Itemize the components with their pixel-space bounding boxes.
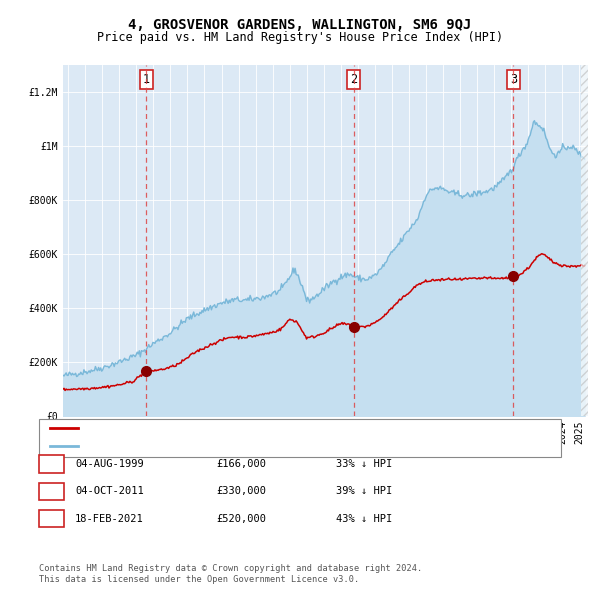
Text: £330,000: £330,000 [216,487,266,496]
Text: 3: 3 [510,73,517,86]
Text: HPI: Average price, detached house, Sutton: HPI: Average price, detached house, Sutt… [84,441,336,451]
Text: £166,000: £166,000 [216,460,266,469]
Text: 1: 1 [143,73,150,86]
Text: 39% ↓ HPI: 39% ↓ HPI [336,487,392,496]
Text: 3: 3 [48,512,55,525]
Text: 18-FEB-2021: 18-FEB-2021 [75,514,144,523]
Text: 2: 2 [350,73,357,86]
Text: 1: 1 [48,458,55,471]
Text: £520,000: £520,000 [216,514,266,523]
Text: 04-AUG-1999: 04-AUG-1999 [75,460,144,469]
Text: 4, GROSVENOR GARDENS, WALLINGTON, SM6 9QJ: 4, GROSVENOR GARDENS, WALLINGTON, SM6 9Q… [128,18,472,32]
Text: 2: 2 [48,485,55,498]
Text: This data is licensed under the Open Government Licence v3.0.: This data is licensed under the Open Gov… [39,575,359,584]
Text: 04-OCT-2011: 04-OCT-2011 [75,487,144,496]
Text: 33% ↓ HPI: 33% ↓ HPI [336,460,392,469]
Text: Price paid vs. HM Land Registry's House Price Index (HPI): Price paid vs. HM Land Registry's House … [97,31,503,44]
Text: 43% ↓ HPI: 43% ↓ HPI [336,514,392,523]
Text: 4, GROSVENOR GARDENS, WALLINGTON, SM6 9QJ (detached house): 4, GROSVENOR GARDENS, WALLINGTON, SM6 9Q… [84,424,432,433]
Text: Contains HM Land Registry data © Crown copyright and database right 2024.: Contains HM Land Registry data © Crown c… [39,565,422,573]
